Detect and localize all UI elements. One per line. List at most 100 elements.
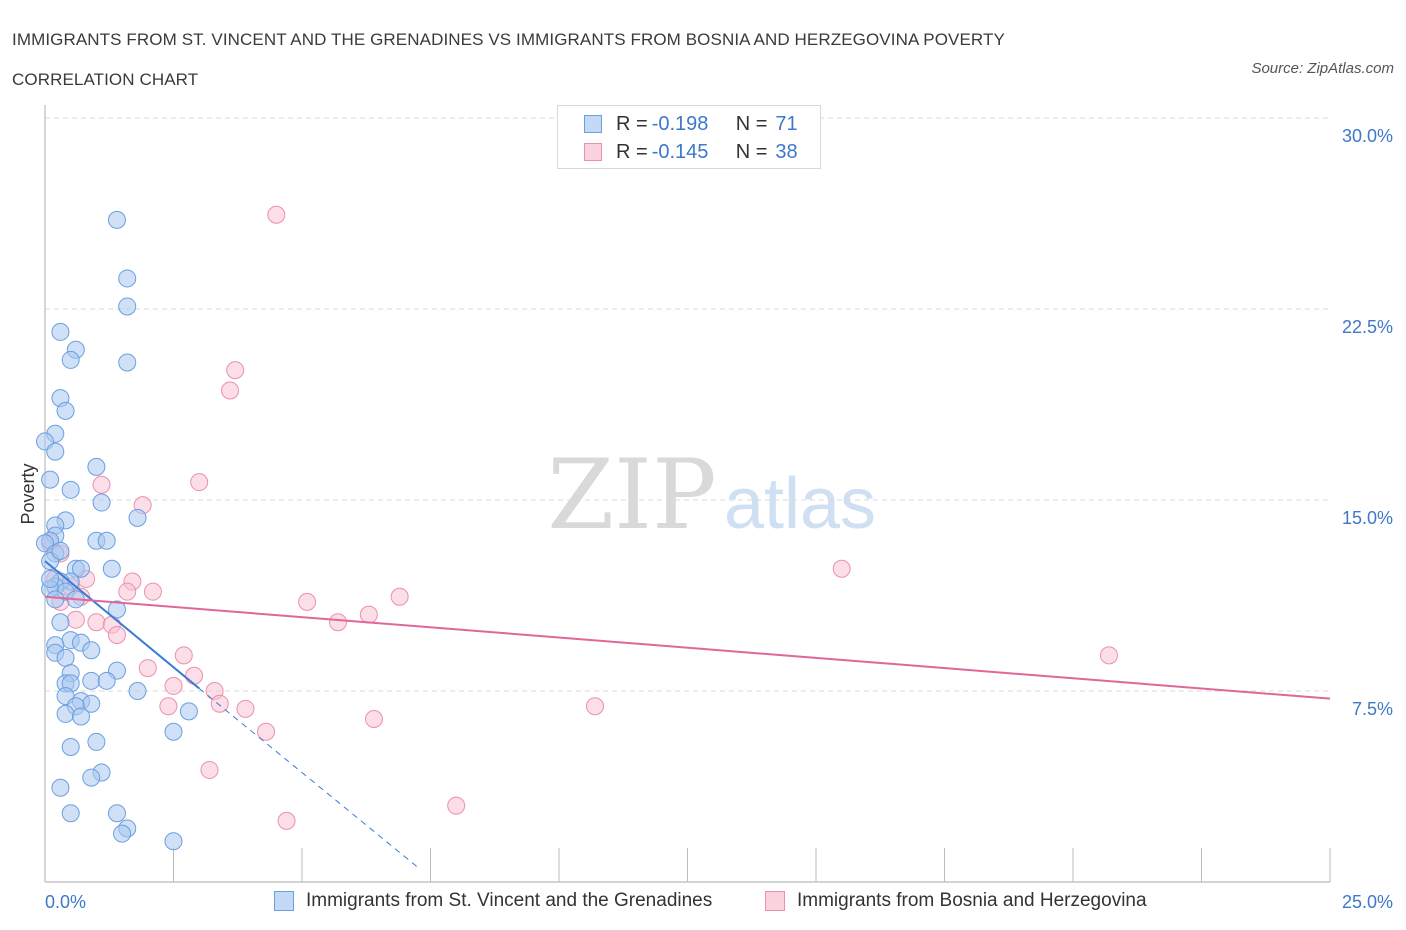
chart-source: Source: ZipAtlas.com bbox=[1251, 60, 1394, 77]
blue-point bbox=[87, 457, 106, 476]
pink-point bbox=[267, 205, 286, 224]
blue-point bbox=[56, 704, 75, 723]
legend-row-pink: R = -0.145 N = 38 bbox=[584, 140, 798, 164]
pink-point bbox=[585, 697, 604, 716]
pink-point bbox=[143, 582, 162, 601]
pink-point bbox=[832, 559, 851, 578]
pink-point bbox=[226, 361, 245, 380]
blue-point bbox=[61, 350, 80, 369]
blue-point bbox=[97, 531, 116, 550]
blue-point bbox=[107, 804, 126, 823]
legend-r-label: R = bbox=[616, 112, 648, 135]
blue-point bbox=[87, 732, 106, 751]
blue-point bbox=[107, 600, 126, 619]
y-tick-label: 7.5% bbox=[1352, 699, 1393, 719]
blue-point bbox=[51, 613, 70, 632]
blue-point bbox=[51, 778, 70, 797]
series-legend: Immigrants from St. Vincent and the Gren… bbox=[0, 890, 1406, 914]
blue-point bbox=[61, 480, 80, 499]
pink-trend-line bbox=[44, 595, 1331, 700]
pink-point bbox=[138, 659, 157, 678]
blue-point bbox=[97, 671, 116, 690]
blue-point bbox=[61, 738, 80, 757]
blue-trend-extension bbox=[198, 688, 421, 870]
pink-point bbox=[328, 613, 347, 632]
series-name-pink: Immigrants from Bosnia and Herzegovina bbox=[797, 890, 1147, 911]
series-swatch-pink bbox=[765, 891, 785, 911]
blue-point bbox=[61, 804, 80, 823]
pink-point bbox=[359, 605, 378, 624]
pink-point bbox=[298, 592, 317, 611]
y-tick-label: 15.0% bbox=[1342, 508, 1393, 528]
blue-point bbox=[164, 832, 183, 851]
y-tick-label: 30.0% bbox=[1342, 126, 1393, 146]
blue-point bbox=[46, 590, 65, 609]
chart-title: IMMIGRANTS FROM ST. VINCENT AND THE GREN… bbox=[12, 30, 1005, 89]
legend-row-blue: R = -0.198 N = 71 bbox=[584, 112, 798, 136]
blue-point bbox=[164, 722, 183, 741]
pink-point bbox=[107, 625, 126, 644]
blue-point bbox=[82, 641, 101, 660]
legend-r-label: R = bbox=[616, 140, 648, 163]
legend-swatch-pink bbox=[584, 143, 602, 161]
blue-point bbox=[107, 210, 126, 229]
blue-point bbox=[102, 559, 121, 578]
pink-point bbox=[92, 475, 111, 494]
blue-point bbox=[118, 269, 137, 288]
pink-point bbox=[87, 613, 106, 632]
legend-swatch-blue bbox=[584, 115, 602, 133]
legend-r-value: -0.145 bbox=[651, 140, 709, 163]
correlation-legend: R = -0.198 N = 71 R = -0.145 N = 38 bbox=[557, 105, 821, 169]
blue-point bbox=[113, 824, 132, 843]
pink-point bbox=[390, 587, 409, 606]
blue-point bbox=[92, 493, 111, 512]
blue-point bbox=[82, 768, 101, 787]
blue-point bbox=[56, 401, 75, 420]
legend-n-value: 71 bbox=[775, 112, 798, 135]
blue-point bbox=[179, 702, 198, 721]
series-name-blue: Immigrants from St. Vincent and the Gren… bbox=[306, 890, 713, 911]
pink-point bbox=[185, 666, 204, 685]
legend-n-label: N = bbox=[735, 112, 768, 135]
blue-point bbox=[71, 559, 90, 578]
series-swatch-blue bbox=[274, 891, 294, 911]
legend-n-label: N = bbox=[735, 140, 768, 163]
x-tick-label: 25.0% bbox=[1342, 892, 1393, 912]
watermark-atlas: atlas bbox=[724, 464, 876, 544]
series-legend-blue: Immigrants from St. Vincent and the Gren… bbox=[274, 890, 712, 912]
blue-point bbox=[46, 442, 65, 461]
watermark-zip: ZIP bbox=[547, 439, 716, 551]
pink-point bbox=[190, 473, 209, 492]
blue-point bbox=[82, 671, 101, 690]
blue-point bbox=[41, 470, 60, 489]
pink-point bbox=[159, 697, 178, 716]
blue-point bbox=[128, 682, 147, 700]
blue-point bbox=[56, 648, 75, 667]
pink-point bbox=[66, 610, 85, 629]
series-legend-pink: Immigrants from Bosnia and Herzegovina bbox=[765, 890, 1147, 912]
legend-n-value: 38 bbox=[775, 140, 798, 163]
pink-point bbox=[447, 796, 466, 815]
pink-point bbox=[118, 582, 137, 601]
pink-point bbox=[277, 811, 296, 830]
blue-trend-line bbox=[44, 560, 200, 690]
y-axis-label: Poverty bbox=[18, 463, 38, 524]
x-tick-label: 0.0% bbox=[45, 892, 86, 912]
blue-point bbox=[51, 541, 70, 560]
legend-r-value: -0.198 bbox=[651, 112, 709, 135]
blue-point bbox=[41, 569, 60, 588]
pink-point bbox=[164, 676, 183, 695]
pink-point bbox=[210, 694, 229, 713]
pink-point bbox=[364, 710, 383, 729]
blue-point bbox=[118, 297, 137, 316]
y-tick-label: 22.5% bbox=[1342, 317, 1393, 337]
blue-point bbox=[71, 707, 90, 726]
pink-point bbox=[257, 722, 276, 741]
pink-point bbox=[236, 699, 255, 718]
blue-point bbox=[128, 508, 147, 527]
pink-point bbox=[1099, 646, 1118, 665]
pink-point bbox=[200, 760, 219, 779]
blue-point bbox=[51, 322, 70, 341]
pink-point bbox=[174, 646, 193, 665]
